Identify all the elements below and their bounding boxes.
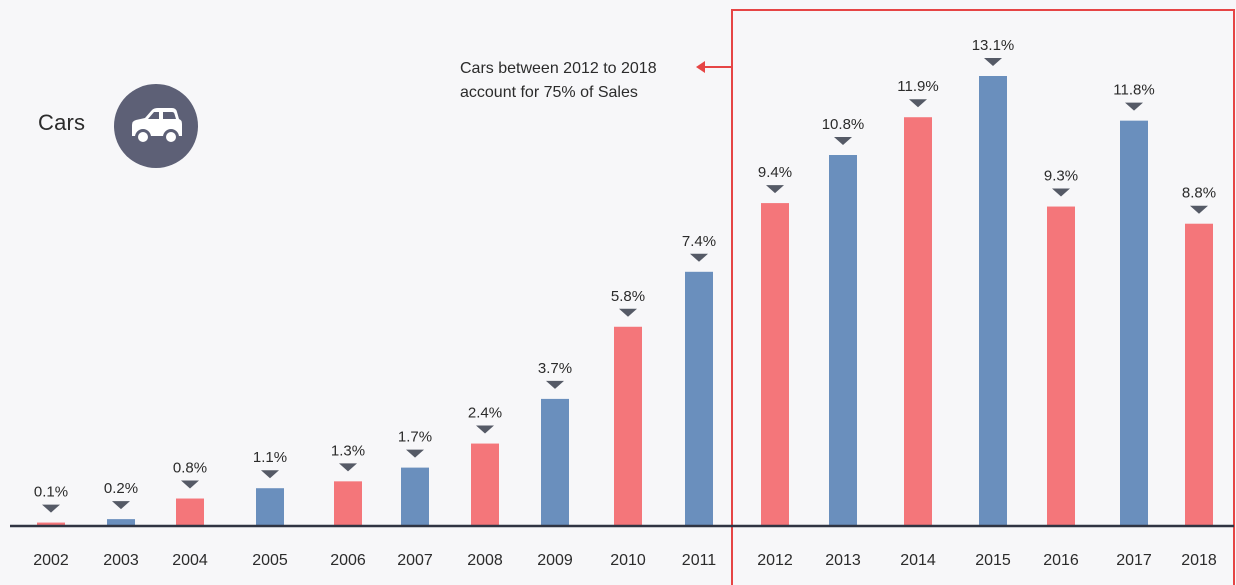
x-tick-label-2006: 2006 <box>330 552 366 569</box>
value-marker <box>406 449 424 458</box>
x-tick-label-2015: 2015 <box>975 552 1011 569</box>
annotation-line-1: Cars between 2012 to 2018 <box>460 60 657 77</box>
data-label-2010: 5.8% <box>611 288 645 305</box>
x-tick-label-2017: 2017 <box>1116 552 1152 569</box>
highlight-annotation: Cars between 2012 to 2018 account for 75… <box>460 57 700 105</box>
x-tick-label-2013: 2013 <box>825 552 861 569</box>
car-icon <box>114 84 198 168</box>
x-tick-label-2008: 2008 <box>467 552 503 569</box>
bar-2005 <box>256 488 284 526</box>
bar-2015 <box>979 76 1007 526</box>
bar-2008 <box>471 443 499 526</box>
x-tick-label-2018: 2018 <box>1181 552 1217 569</box>
annotation-line-2: account for 75% of Sales <box>460 84 638 101</box>
data-label-2003: 0.2% <box>104 480 138 497</box>
value-marker <box>339 463 357 472</box>
data-label-2016: 9.3% <box>1044 168 1078 185</box>
data-label-2004: 0.8% <box>173 460 207 477</box>
data-label-2006: 1.3% <box>331 442 365 459</box>
value-marker <box>619 308 637 317</box>
bar-2010 <box>614 326 642 526</box>
bar-2012 <box>761 203 789 526</box>
value-marker <box>476 425 494 434</box>
x-tick-label-2011: 2011 <box>682 552 717 569</box>
x-tick-label-2003: 2003 <box>103 552 139 569</box>
bar-2016 <box>1047 206 1075 526</box>
data-label-2011: 7.4% <box>682 233 716 250</box>
value-marker <box>42 504 60 513</box>
value-marker <box>1190 205 1208 214</box>
bar-2007 <box>401 467 429 526</box>
value-marker <box>766 185 784 194</box>
value-marker <box>690 253 708 262</box>
value-marker <box>1125 102 1143 111</box>
data-label-2013: 10.8% <box>822 116 865 133</box>
x-tick-label-2005: 2005 <box>252 552 288 569</box>
data-label-2017: 11.8% <box>1113 82 1154 99</box>
x-tick-label-2010: 2010 <box>610 552 646 569</box>
bar-2003 <box>107 519 135 526</box>
value-marker <box>834 137 852 146</box>
value-marker <box>546 380 564 389</box>
arrow-left-icon <box>696 61 705 73</box>
x-tick-label-2009: 2009 <box>537 552 573 569</box>
x-tick-label-2007: 2007 <box>397 552 433 569</box>
value-marker <box>181 480 199 489</box>
category-title: Cars <box>38 110 86 135</box>
bar-2011 <box>685 271 713 526</box>
data-label-2008: 2.4% <box>468 405 502 422</box>
x-tick-label-2014: 2014 <box>900 552 936 569</box>
value-marker <box>1052 188 1070 197</box>
data-label-2007: 1.7% <box>398 429 432 446</box>
bar-2002 <box>37 522 65 526</box>
bar-2017 <box>1120 120 1148 526</box>
x-tick-label-2002: 2002 <box>33 552 69 569</box>
x-tick-label-2004: 2004 <box>172 552 208 569</box>
x-tick-label-2012: 2012 <box>757 552 793 569</box>
bar-2009 <box>541 398 569 526</box>
bar-2006 <box>334 481 362 526</box>
data-label-2018: 8.8% <box>1182 185 1216 202</box>
bar-2018 <box>1185 223 1213 526</box>
bar-2004 <box>176 498 204 526</box>
value-marker <box>984 58 1002 66</box>
data-label-2014: 11.9% <box>897 78 938 95</box>
x-tick-label-2016: 2016 <box>1043 552 1079 569</box>
data-label-2009: 3.7% <box>538 360 572 377</box>
highlight-box <box>731 9 1235 585</box>
bar-2013 <box>829 155 857 526</box>
data-label-2002: 0.1% <box>34 484 68 501</box>
data-label-2012: 9.4% <box>758 164 792 181</box>
value-marker <box>909 99 927 108</box>
value-marker <box>112 501 130 510</box>
bar-2014 <box>904 117 932 526</box>
value-marker <box>261 470 279 479</box>
data-label-2005: 1.1% <box>253 449 287 466</box>
data-label-2015: 13.1% <box>972 37 1015 54</box>
